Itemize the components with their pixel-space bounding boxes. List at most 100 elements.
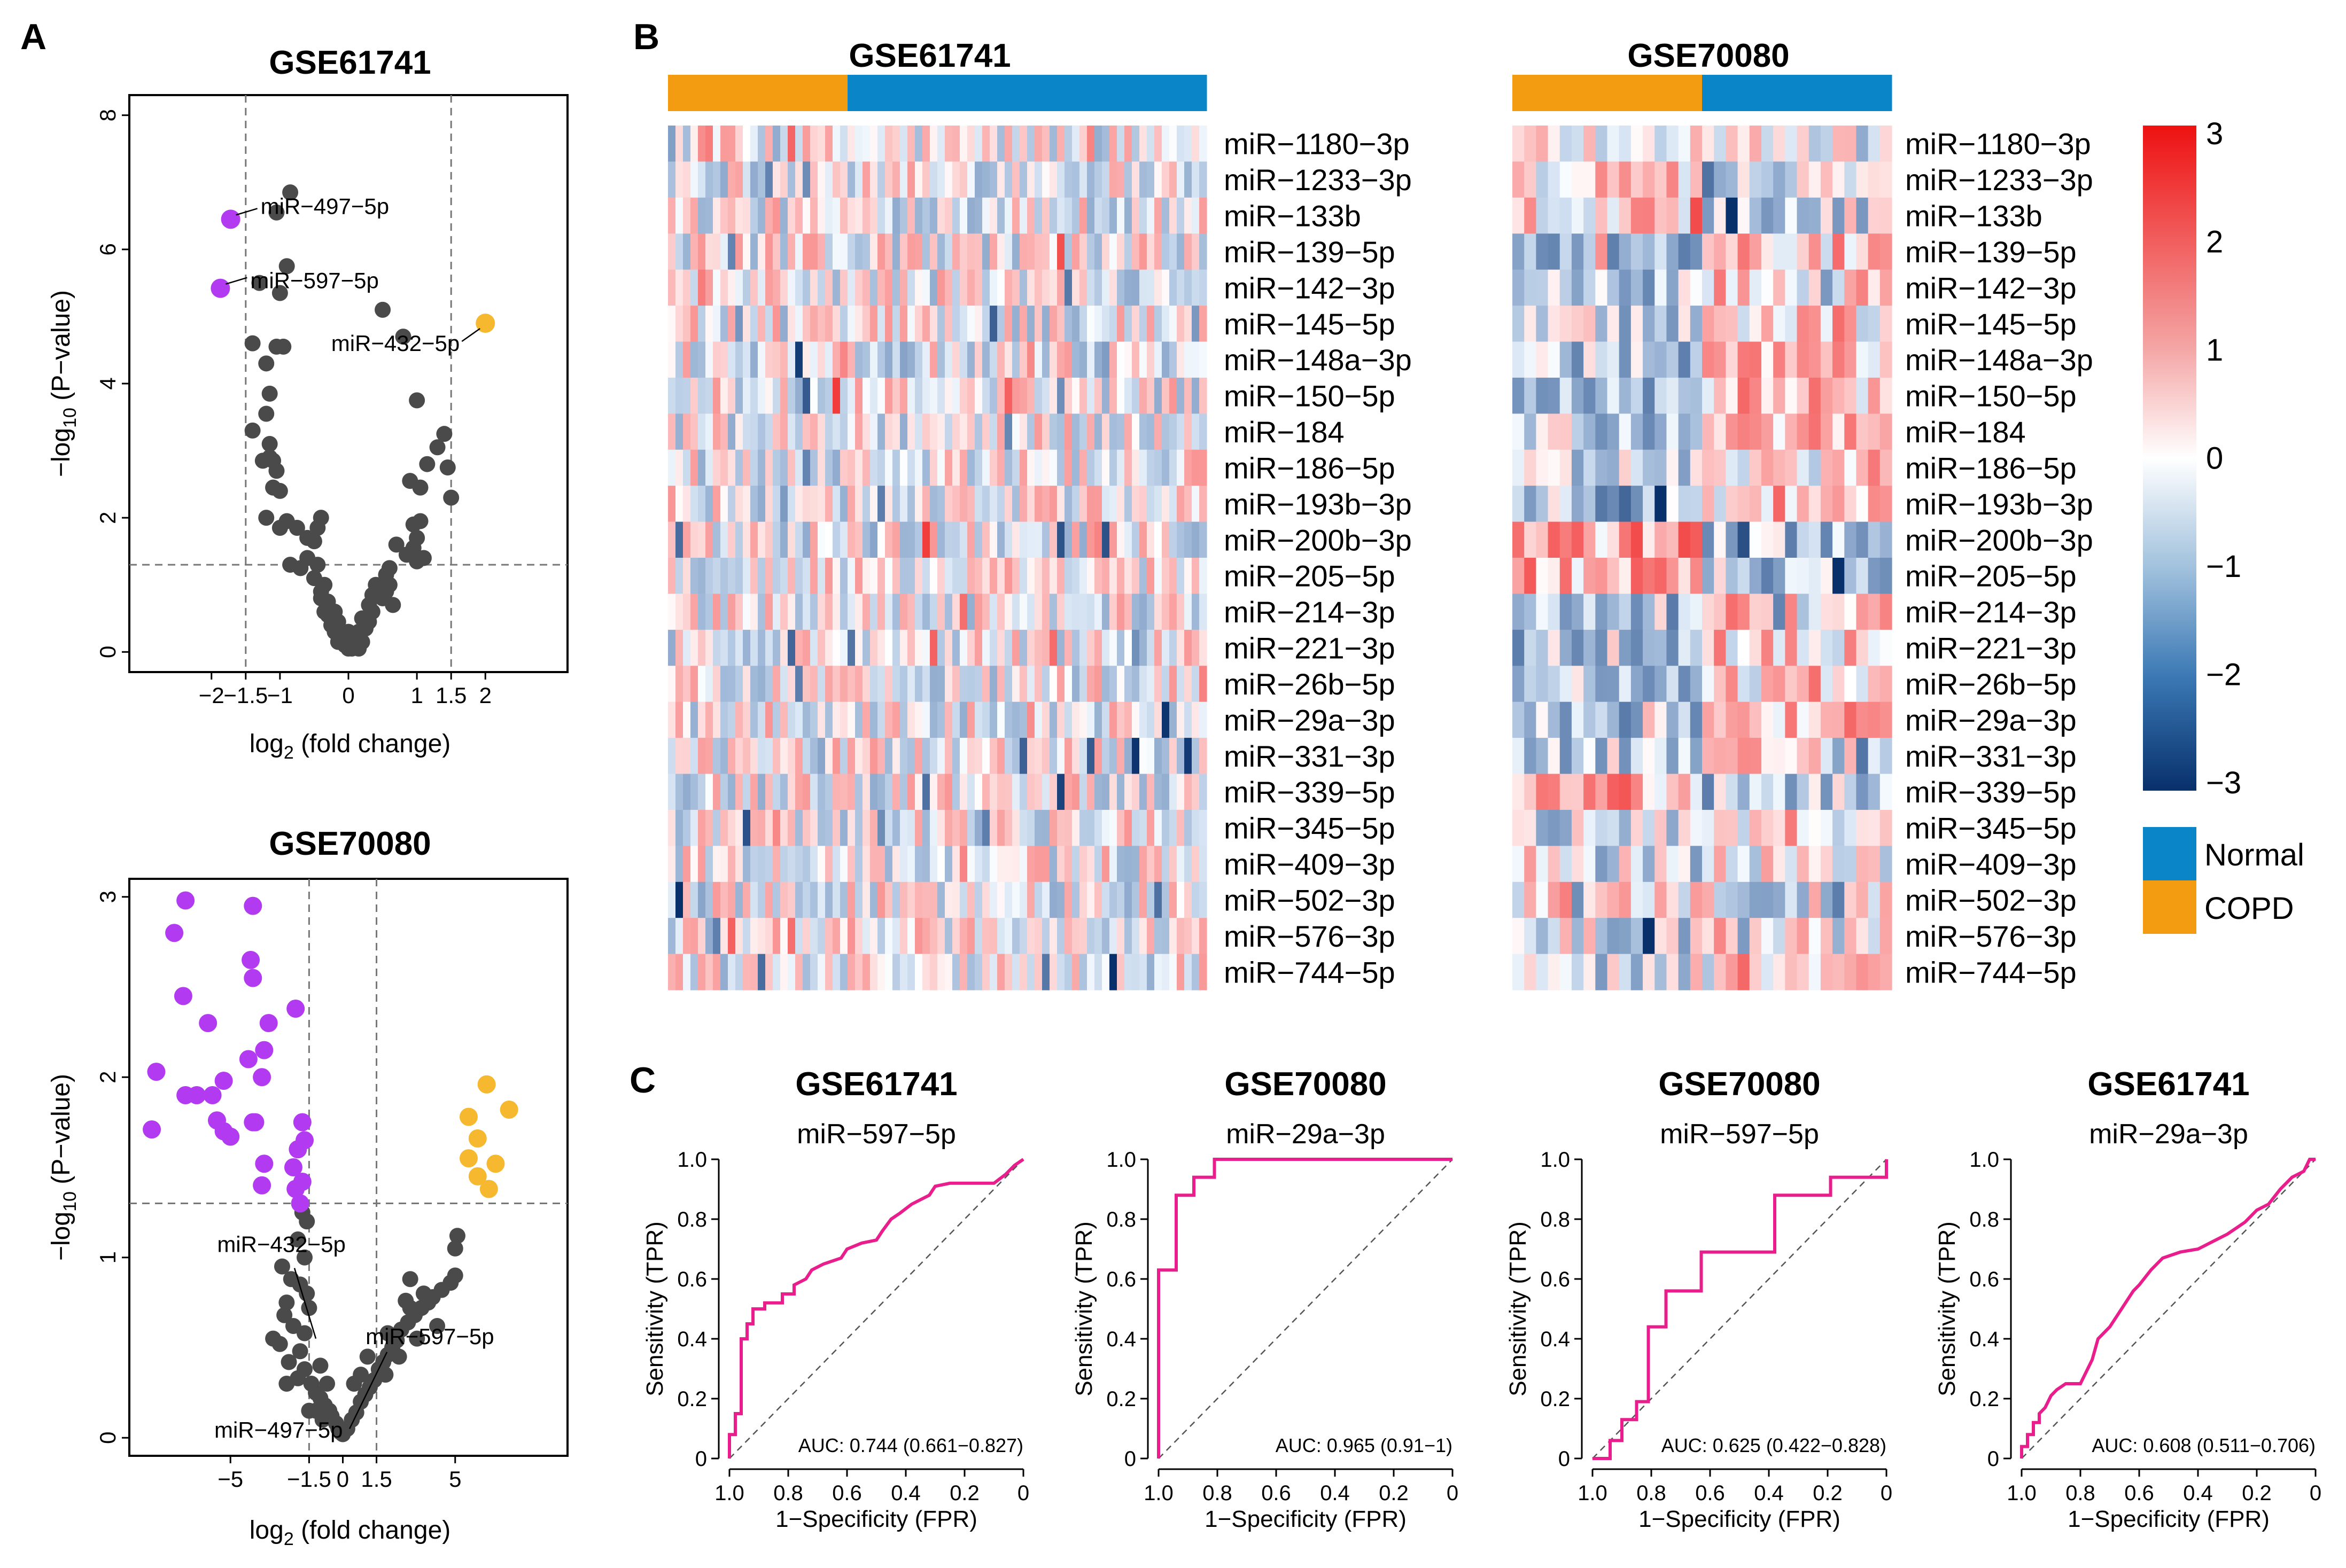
heatmap-cell (1169, 881, 1177, 918)
heatmap-cell (1630, 414, 1643, 450)
heatmap-cell (1714, 666, 1726, 703)
mirna-row-label: miR−184 (1905, 415, 2026, 449)
heatmap-cell (1583, 809, 1596, 846)
point-upregulated (242, 950, 260, 969)
heatmap-cell (1868, 306, 1881, 342)
heatmap-cell (907, 341, 915, 378)
point (316, 603, 333, 620)
heatmap-cell (1666, 197, 1679, 234)
y-tick-label: 0.8 (1540, 1208, 1570, 1231)
mirna-row-label: miR−133b (1905, 199, 2042, 233)
heatmap-cell (892, 846, 900, 883)
heatmap-cell (1094, 558, 1102, 595)
legend-normal-swatch (2143, 827, 2196, 880)
heatmap-cell (1868, 126, 1881, 162)
heatmap-cell (1020, 306, 1028, 342)
heatmap-cell (1050, 306, 1058, 342)
heatmap-cell (885, 701, 893, 738)
heatmap-cell (675, 521, 683, 558)
heatmap-cell (1139, 774, 1147, 810)
heatmap-cell (892, 954, 900, 990)
heatmap-cell (705, 954, 713, 990)
heatmap-cell (1079, 629, 1087, 666)
heatmap-cell (1630, 701, 1643, 738)
heatmap-cell (840, 414, 848, 450)
heatmap-cell (1690, 449, 1703, 486)
heatmap-cell (855, 629, 863, 666)
heatmap-cell (1654, 161, 1667, 198)
heatmap-cell (668, 161, 676, 198)
heatmap-cell (1619, 197, 1632, 234)
y-tick-label: 0 (1987, 1447, 1999, 1471)
heatmap-cell (1050, 701, 1058, 738)
heatmap-cell (758, 629, 766, 666)
heatmap-cell (1702, 738, 1714, 775)
heatmap-cell (1749, 918, 1762, 955)
heatmap-cell (1042, 161, 1050, 198)
heatmap-cell (1012, 881, 1020, 918)
heatmap-cell (982, 161, 990, 198)
y-tick-label: 0.6 (1969, 1268, 1999, 1291)
heatmap-cell (1868, 449, 1881, 486)
heatmap-cell (773, 521, 781, 558)
heatmap-cell (1050, 269, 1058, 306)
heatmap-cell (1737, 666, 1750, 703)
volcano2-xlabel: log2 (fold change) (250, 1516, 451, 1549)
heatmap-cell (1726, 594, 1738, 630)
heatmap-cell (818, 594, 826, 630)
heatmap-cell (855, 449, 863, 486)
heatmap-cell (720, 809, 728, 846)
heatmap-cell (1583, 954, 1596, 990)
heatmap-cell (1020, 486, 1028, 522)
heatmap-cell (1192, 738, 1200, 775)
heatmap-cell (1714, 233, 1726, 270)
heatmap-cell (1094, 306, 1102, 342)
heatmap-cell (1654, 629, 1667, 666)
heatmap-cell (1109, 269, 1117, 306)
heatmap-cell (937, 414, 945, 450)
heatmap-cell (1595, 774, 1608, 810)
heatmap-cell (1020, 738, 1028, 775)
heatmap-cell (848, 594, 856, 630)
heatmap-cell (1820, 809, 1833, 846)
heatmap-cell (1536, 594, 1549, 630)
heatmap-cell (1027, 918, 1035, 955)
point (301, 1300, 317, 1316)
heatmap-cell (1607, 486, 1620, 522)
heatmap-cell (803, 486, 811, 522)
heatmap-cell (945, 341, 953, 378)
heatmap-cell (765, 414, 773, 450)
heatmap-cell (810, 881, 818, 918)
heatmap-cell (967, 306, 975, 342)
mirna-row-label: miR−1180−3p (1224, 127, 1410, 161)
heatmap-cell (810, 809, 818, 846)
heatmap-cell (1797, 161, 1809, 198)
heatmap-cell (668, 594, 676, 630)
heatmap-cell (1726, 521, 1738, 558)
heatmap-cell (1678, 666, 1691, 703)
heatmap-cell (1132, 341, 1140, 378)
heatmap-cell (1607, 881, 1620, 918)
heatmap-cell (1595, 701, 1608, 738)
point (429, 1318, 446, 1334)
heatmap-cell (1169, 521, 1177, 558)
heatmap-cell (930, 666, 938, 703)
heatmap-cell (1072, 666, 1080, 703)
heatmap-cell (1147, 558, 1155, 595)
x-tick-label: 0 (1447, 1481, 1458, 1505)
heatmap-cell (1654, 738, 1667, 775)
heatmap-cell (863, 306, 871, 342)
heatmap-cell (1714, 521, 1726, 558)
heatmap-cell (1020, 846, 1028, 883)
heatmap-cell (1714, 558, 1726, 595)
heatmap-cell (1666, 161, 1679, 198)
point (381, 576, 398, 593)
point (276, 1307, 293, 1323)
heatmap-cell (833, 126, 841, 162)
heatmap-cell (975, 341, 983, 378)
heatmap-cell (750, 377, 758, 414)
heatmap-cell (1690, 486, 1703, 522)
point (261, 436, 278, 453)
heatmap-cell (758, 126, 766, 162)
heatmap-cell (922, 269, 930, 306)
